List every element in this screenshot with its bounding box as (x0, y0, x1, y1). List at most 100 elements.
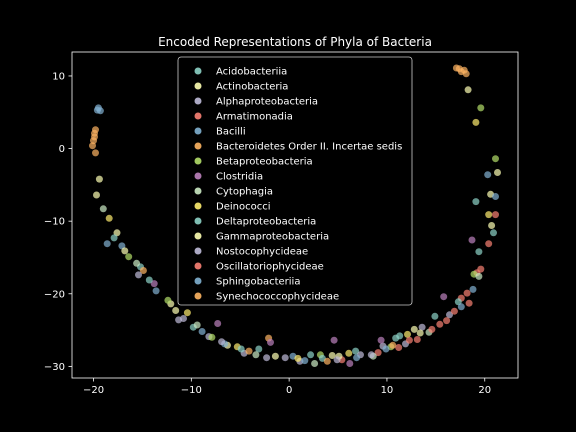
y-tick-label: 0 (59, 144, 65, 155)
data-point (490, 229, 497, 237)
data-point (392, 334, 400, 342)
legend-label: Betaproteobacteria (216, 157, 313, 168)
data-point (267, 338, 274, 346)
data-point (113, 229, 121, 237)
data-point (180, 315, 187, 322)
data-point (485, 240, 493, 248)
legend-label: Oscillatoriophycideae (216, 262, 324, 273)
legend-marker (194, 127, 202, 135)
data-point (208, 333, 216, 341)
y-tick-label: −30 (44, 362, 65, 373)
data-point (345, 349, 353, 357)
data-point (352, 347, 360, 355)
data-point (328, 352, 336, 359)
x-tick-label: 10 (381, 385, 394, 396)
legend-label: Armatimonadia (216, 112, 293, 123)
data-point (252, 351, 260, 359)
y-tick-label: −20 (44, 289, 65, 300)
data-point (103, 240, 111, 248)
legend-marker (194, 232, 202, 240)
data-point (183, 309, 191, 317)
data-point (457, 68, 465, 76)
data-point (464, 86, 472, 94)
data-point (133, 259, 141, 267)
legend-label: Deinococci (216, 202, 270, 213)
data-point (294, 354, 302, 362)
data-point (472, 118, 480, 126)
data-point (446, 311, 453, 319)
data-point (436, 320, 444, 328)
data-point (198, 328, 206, 335)
data-point (152, 287, 160, 295)
data-point (367, 351, 375, 359)
data-point (346, 360, 354, 367)
data-point (193, 321, 201, 329)
data-point (90, 137, 97, 145)
legend-label: Bacilli (216, 127, 246, 138)
legend-marker (194, 67, 202, 75)
data-point (457, 303, 465, 311)
data-point (172, 307, 180, 314)
data-point (431, 312, 439, 320)
data-point (469, 285, 477, 293)
data-point (271, 352, 279, 360)
data-point (382, 345, 390, 353)
data-point (413, 336, 421, 343)
data-point (92, 149, 99, 157)
data-point (404, 330, 411, 338)
data-point (377, 336, 385, 344)
legend-label: Cytophagia (216, 187, 273, 198)
legend-marker (194, 82, 202, 90)
data-point (218, 338, 226, 346)
legend-marker (194, 97, 202, 105)
data-point (214, 320, 222, 327)
data-point (440, 293, 448, 301)
data-point (333, 356, 341, 364)
legend-label: Gammaproteobacteria (216, 232, 329, 243)
data-point (463, 289, 471, 297)
data-point (164, 296, 172, 304)
data-point (311, 360, 319, 367)
legend-marker (194, 202, 202, 210)
legend-marker (194, 262, 202, 270)
data-point (96, 107, 104, 115)
points-layer (89, 64, 501, 367)
axes-layer: −20 −10 0 10 20 −30 −20 −10 0 10 (44, 51, 519, 396)
data-point (477, 265, 485, 273)
data-point (145, 276, 153, 284)
legend-label: Synechococcophycideae (216, 292, 339, 303)
data-point (237, 345, 245, 353)
legend-label: Clostridia (216, 172, 263, 183)
data-point (307, 351, 315, 359)
data-point (416, 329, 424, 337)
data-point (139, 267, 147, 274)
data-point (245, 347, 253, 355)
data-point (389, 341, 397, 349)
data-point (99, 205, 107, 213)
data-point (492, 211, 499, 219)
data-point (484, 171, 492, 179)
data-point (465, 299, 473, 307)
data-point (452, 64, 460, 72)
legend-label: Deltaproteobacteria (216, 217, 316, 228)
legend-label: Acidobacteriia (216, 67, 287, 78)
legend-label: Alphaproteobacteria (216, 97, 318, 108)
data-point (125, 253, 133, 261)
data-point (91, 129, 98, 137)
data-point (330, 336, 338, 344)
y-tick-label: 10 (52, 71, 65, 82)
data-point (488, 222, 496, 229)
data-point (374, 349, 382, 357)
data-point (428, 325, 436, 333)
legend-marker (194, 157, 202, 165)
x-tick-label: −10 (181, 385, 202, 396)
data-point (255, 345, 263, 353)
legend-marker (194, 217, 202, 225)
legend-label: Actinobacteria (216, 82, 288, 93)
data-point (281, 354, 289, 362)
data-point (353, 354, 361, 362)
data-point (450, 307, 458, 315)
legend-label: Bacteroidetes Order II. Incertae sedis (216, 142, 402, 153)
data-point (323, 357, 331, 365)
